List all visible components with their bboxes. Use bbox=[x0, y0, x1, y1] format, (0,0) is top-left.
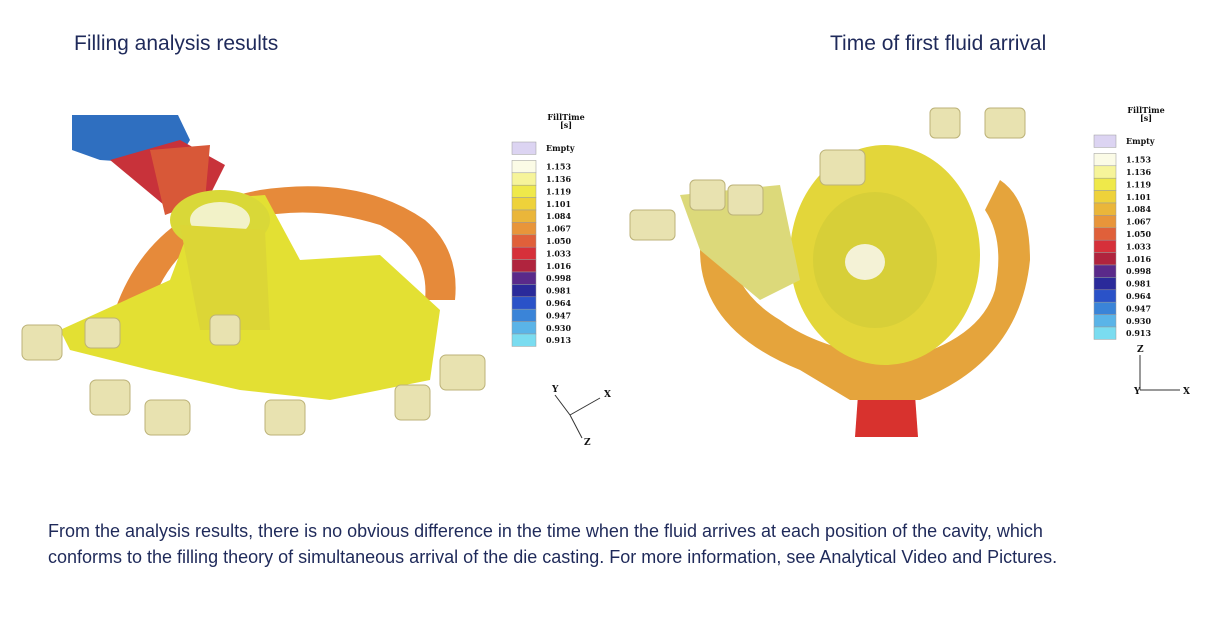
legend-swatch bbox=[511, 172, 537, 186]
renders: FillTime[s]Empty1.1531.1361.1191.1011.08… bbox=[21, 105, 1190, 448]
legend-label: Empty bbox=[546, 143, 575, 153]
legend-swatch bbox=[1093, 314, 1117, 328]
legend-swatch bbox=[511, 271, 537, 285]
legend-swatch bbox=[1093, 153, 1117, 167]
legend-label: 1.136 bbox=[1126, 167, 1151, 177]
legend-label: 1.067 bbox=[1126, 217, 1151, 227]
legend-label: 0.947 bbox=[1126, 303, 1151, 313]
legend-swatch bbox=[511, 160, 537, 174]
legend-title: [s] bbox=[560, 120, 572, 130]
legend-label: 1.101 bbox=[546, 199, 571, 209]
legend-label: 1.153 bbox=[1126, 155, 1151, 165]
legend-swatch bbox=[1093, 190, 1117, 204]
legend-label: 0.998 bbox=[1126, 266, 1151, 276]
legend-swatch bbox=[511, 197, 537, 211]
legend-swatch bbox=[1093, 227, 1117, 241]
legend-swatch bbox=[511, 308, 537, 322]
legend-swatch bbox=[511, 209, 537, 223]
legend-swatch bbox=[511, 333, 537, 347]
legend-swatch bbox=[1093, 215, 1117, 229]
legend-swatch bbox=[1093, 301, 1117, 315]
legend-swatch bbox=[1093, 277, 1117, 291]
right-casting bbox=[629, 107, 1030, 437]
legend-swatch bbox=[511, 222, 537, 236]
legend-swatch bbox=[1093, 202, 1117, 216]
left-axis-triad bbox=[554, 394, 601, 439]
legend-label: 1.153 bbox=[546, 162, 571, 172]
legend-title: FillTime bbox=[1127, 105, 1164, 115]
legend-swatch bbox=[511, 184, 537, 198]
legend-swatch bbox=[511, 321, 537, 335]
legend-label: 1.101 bbox=[1126, 192, 1151, 202]
legend-label: 1.050 bbox=[546, 236, 571, 246]
axis-label: Y bbox=[1133, 387, 1141, 397]
legend-swatch bbox=[1093, 165, 1117, 179]
legend-label: 1.050 bbox=[1126, 229, 1151, 239]
axis-label: X bbox=[1183, 387, 1190, 397]
legend-label: 1.016 bbox=[1126, 254, 1151, 264]
legend-label: 0.947 bbox=[546, 310, 571, 320]
legend-label: 1.033 bbox=[546, 248, 571, 258]
legend-label: 1.119 bbox=[1126, 179, 1151, 189]
right-title: Time of first fluid arrival bbox=[830, 32, 1047, 55]
legend-label: 0.930 bbox=[546, 323, 571, 333]
legend-label: 1.033 bbox=[1126, 241, 1151, 251]
legend-label: 0.981 bbox=[1126, 279, 1151, 289]
legend-label: 0.964 bbox=[1126, 291, 1151, 301]
left-casting bbox=[21, 115, 486, 436]
legend-swatch bbox=[511, 296, 537, 310]
legend-label: 1.016 bbox=[546, 261, 571, 271]
axis-label: X bbox=[604, 390, 611, 400]
legend-swatch bbox=[511, 284, 537, 298]
right-axis-triad bbox=[1139, 355, 1180, 391]
body-text: From the analysis results, there is no o… bbox=[48, 521, 1058, 567]
legend-label: 0.930 bbox=[1126, 316, 1151, 326]
legend-swatch bbox=[1093, 264, 1117, 278]
legend-label: 1.136 bbox=[546, 174, 571, 184]
legend-swatch bbox=[1093, 289, 1117, 303]
legend-label: 1.084 bbox=[546, 211, 571, 221]
left-title: Filling analysis results bbox=[74, 32, 279, 55]
legend-swatch bbox=[1093, 326, 1117, 340]
legend-label: 0.981 bbox=[546, 286, 571, 296]
legend-title: [s] bbox=[1140, 113, 1152, 123]
axis-label: Z bbox=[1137, 345, 1144, 355]
legend-swatch bbox=[511, 259, 537, 273]
legend-label: 1.084 bbox=[1126, 204, 1151, 214]
legend-label: 1.067 bbox=[546, 224, 571, 234]
legend-swatch bbox=[1093, 134, 1117, 148]
legend-label: Empty bbox=[1126, 136, 1155, 146]
legend-label: 1.119 bbox=[546, 186, 571, 196]
axis-label: Y bbox=[551, 385, 559, 395]
legend-swatch bbox=[1093, 252, 1117, 266]
axis-label: Z bbox=[584, 438, 591, 448]
legend-label: 0.998 bbox=[546, 273, 571, 283]
legend-title: FillTime bbox=[547, 112, 584, 122]
legend-swatch bbox=[511, 234, 537, 248]
legend-swatch bbox=[1093, 177, 1117, 191]
legend-label: 0.913 bbox=[546, 335, 571, 345]
legend-label: 0.964 bbox=[546, 298, 571, 308]
legend-swatch bbox=[1093, 239, 1117, 253]
legend-swatch bbox=[511, 141, 537, 155]
legend-swatch bbox=[511, 246, 537, 260]
legend-label: 0.913 bbox=[1126, 328, 1151, 338]
